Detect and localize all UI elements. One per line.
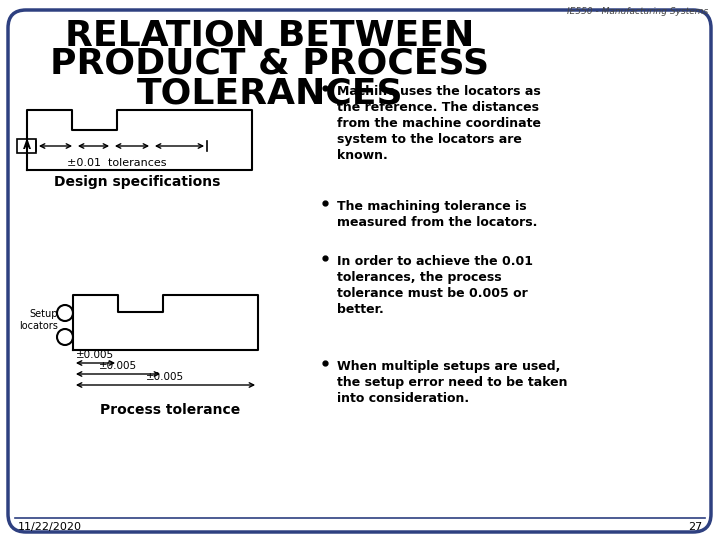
Text: RELATION BETWEEN: RELATION BETWEEN: [66, 18, 474, 52]
Text: 27: 27: [688, 522, 702, 532]
Text: Process tolerance: Process tolerance: [100, 403, 240, 417]
Text: ±0.005: ±0.005: [76, 350, 114, 360]
Text: ±0.005: ±0.005: [99, 361, 137, 371]
Text: Setup
locators: Setup locators: [19, 309, 58, 331]
Text: ±0.005: ±0.005: [146, 372, 184, 382]
Text: ±0.01  tolerances: ±0.01 tolerances: [67, 158, 167, 168]
Bar: [17, 139, 36, 153]
FancyBboxPatch shape: [8, 10, 711, 532]
Text: The machining tolerance is
measured from the locators.: The machining tolerance is measured from…: [337, 200, 537, 229]
Text: In order to achieve the 0.01
tolerances, the process
tolerance must be 0.005 or
: In order to achieve the 0.01 tolerances,…: [337, 255, 533, 316]
Text: PRODUCT & PROCESS: PRODUCT & PROCESS: [50, 47, 490, 81]
Text: Machine uses the locators as
the reference. The distances
from the machine coord: Machine uses the locators as the referen…: [337, 85, 541, 162]
Text: Design specifications: Design specifications: [54, 175, 220, 189]
Text: TOLERANCES: TOLERANCES: [137, 76, 403, 110]
Text: When multiple setups are used,
the setup error need to be taken
into considerati: When multiple setups are used, the setup…: [337, 360, 567, 405]
Text: IE550 - Manufacturing Systems: IE550 - Manufacturing Systems: [567, 7, 708, 16]
Text: 11/22/2020: 11/22/2020: [18, 522, 82, 532]
Text: A: A: [22, 141, 30, 151]
